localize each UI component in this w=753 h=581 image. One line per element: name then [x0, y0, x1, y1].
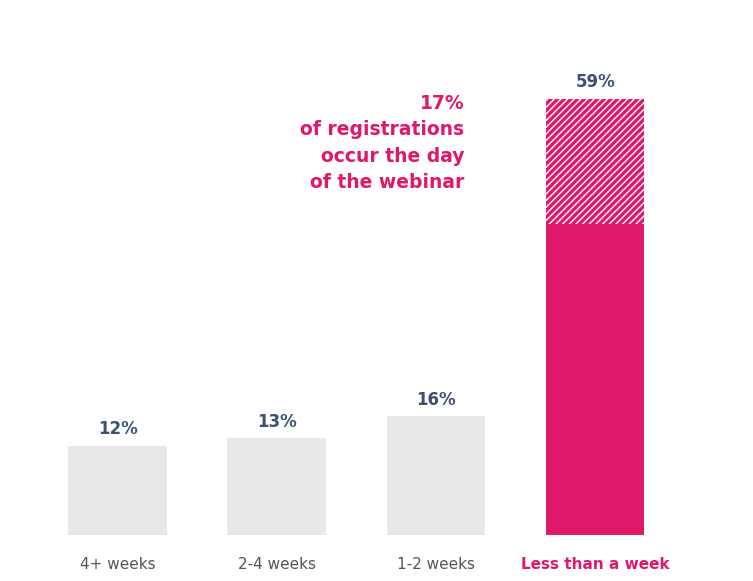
Bar — [546, 99, 645, 224]
Text: 2-4 weeks: 2-4 weeks — [238, 557, 316, 572]
Bar — [386, 417, 485, 535]
Text: 59%: 59% — [575, 73, 615, 91]
Bar — [69, 446, 167, 535]
Text: 16%: 16% — [416, 391, 456, 409]
Text: 4+ weeks: 4+ weeks — [80, 557, 155, 572]
Text: 12%: 12% — [98, 421, 138, 439]
Text: Less than a week: Less than a week — [521, 557, 669, 572]
Text: 13%: 13% — [257, 413, 297, 431]
Bar — [546, 99, 645, 224]
Bar — [227, 439, 326, 535]
Text: 17%
of registrations
occur the day
of the webinar: 17% of registrations occur the day of th… — [300, 94, 465, 192]
Bar — [546, 224, 645, 535]
Text: 1-2 weeks: 1-2 weeks — [397, 557, 475, 572]
